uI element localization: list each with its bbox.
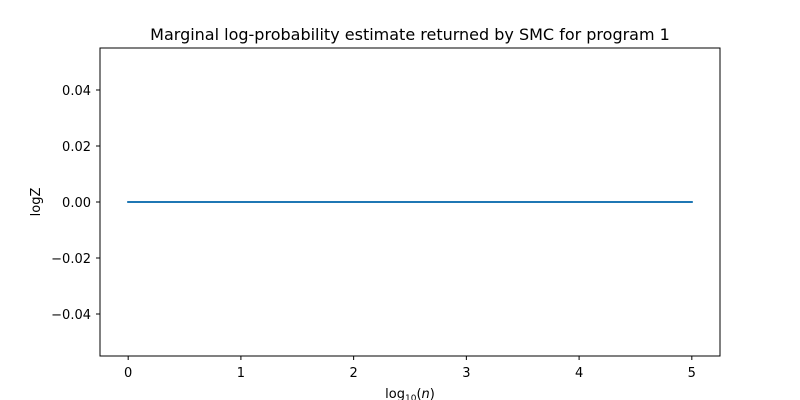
x-tick-label: 2 (349, 366, 357, 381)
x-tick-label: 3 (462, 366, 470, 381)
y-axis: −0.04 −0.02 0.00 0.02 0.04 (51, 84, 100, 323)
x-tick-label: 0 (124, 366, 132, 381)
y-tick-label: 0.04 (62, 84, 91, 99)
x-tick-label: 4 (575, 366, 583, 381)
x-axis-label-base: log (385, 387, 405, 400)
y-tick-label: −0.02 (51, 252, 91, 267)
x-tick-label: 1 (237, 366, 245, 381)
y-axis-label: logZ (29, 188, 44, 217)
x-axis: 0 1 2 3 4 5 (124, 356, 696, 381)
x-axis-label-open-paren: ( (416, 387, 421, 400)
x-tick-label: 5 (688, 366, 696, 381)
x-axis-label: log10(n) (385, 387, 435, 400)
x-axis-label-arg: n (422, 387, 430, 400)
chart-title: Marginal log-probability estimate return… (150, 25, 670, 44)
y-tick-label: 0.00 (62, 196, 91, 211)
x-axis-label-close-paren: ) (430, 387, 435, 400)
x-axis-label-subscript: 10 (405, 394, 417, 400)
y-tick-label: 0.02 (62, 140, 91, 155)
y-tick-label: −0.04 (51, 308, 91, 323)
